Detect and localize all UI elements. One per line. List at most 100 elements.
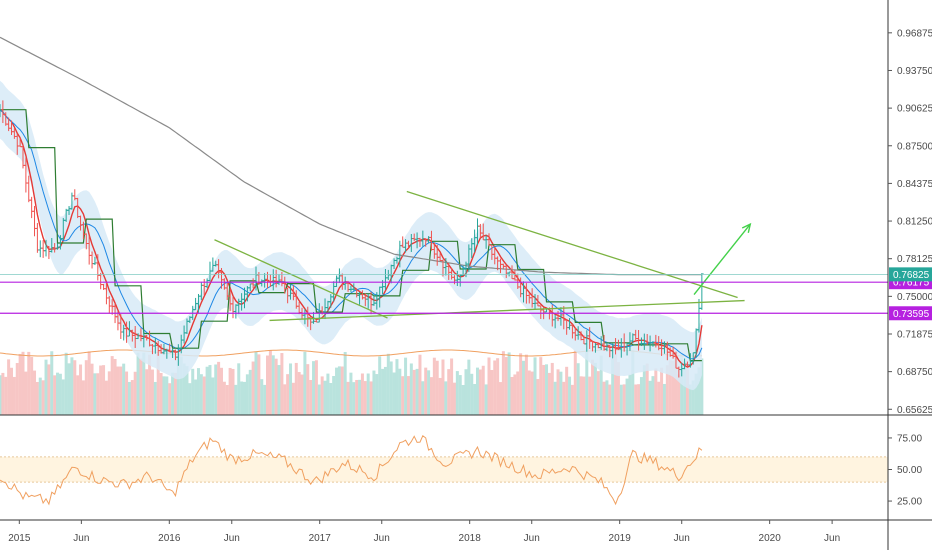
volume-bar — [608, 384, 612, 415]
volume-bar — [217, 361, 221, 415]
volume-bar — [171, 372, 175, 415]
volume-bar — [337, 366, 341, 415]
volume-bar — [579, 376, 583, 415]
volume-bar — [363, 381, 367, 415]
volume-bar — [700, 358, 704, 415]
volume-bar — [642, 365, 646, 415]
volume-bar — [602, 381, 606, 415]
volume-bar — [415, 368, 419, 415]
horizontal-level-tag — [889, 306, 932, 321]
volume-bar — [168, 383, 172, 415]
volume-bar — [271, 355, 275, 415]
price-tags: 0.76175 0.73595 0.76825 — [889, 267, 932, 321]
volume-bar — [614, 354, 618, 415]
volume-bar — [1, 372, 5, 415]
volume-bar — [323, 380, 327, 415]
volume-bar — [568, 376, 572, 415]
volume-bar — [605, 380, 609, 415]
volume-bar — [306, 364, 310, 415]
volume-bar — [231, 368, 235, 415]
volume-bar — [18, 353, 22, 415]
time-tick-label: Jun — [824, 533, 840, 544]
volume-bar — [668, 360, 672, 415]
volume-bar — [683, 361, 687, 415]
price-tick-label: 0.84375 — [897, 179, 932, 190]
trendline — [406, 190, 738, 299]
volume-bar — [464, 369, 468, 415]
volume-bar — [392, 372, 396, 415]
volume-bar — [493, 360, 497, 415]
volume-bar — [61, 379, 65, 415]
volume-bar — [665, 365, 669, 415]
volume-bar — [130, 380, 134, 415]
last-price-tag-label: 0.76825 — [893, 270, 930, 281]
volume-bar — [418, 354, 422, 415]
volume-bar — [383, 366, 387, 415]
volume-bar — [487, 357, 491, 415]
volume-bar — [47, 364, 51, 415]
price-bars — [0, 100, 704, 378]
volume-bar — [268, 350, 272, 415]
volume-bar — [24, 371, 28, 415]
volume-bar — [15, 363, 19, 415]
time-tick-label: 2015 — [8, 533, 31, 544]
rsi-line — [0, 435, 703, 506]
volume-bar — [570, 384, 574, 415]
volume-bar — [173, 372, 177, 415]
projection-arrow-head — [741, 222, 752, 233]
volume-bar — [519, 353, 523, 415]
ma-long-line — [0, 36, 702, 276]
volume-bar — [533, 357, 537, 415]
volume-bar — [404, 357, 408, 415]
volume-bar — [401, 376, 405, 415]
volume-bar — [303, 351, 307, 415]
rsi-band — [0, 456, 888, 483]
volume-bar — [10, 367, 14, 415]
volume-bar — [214, 364, 218, 415]
volume-bar — [674, 351, 678, 415]
price-tick-label: 0.75000 — [897, 292, 932, 303]
volume-bar — [524, 354, 528, 415]
time-tick-label: 2016 — [158, 533, 181, 544]
volume-bar — [289, 363, 293, 415]
volume-bar — [550, 362, 554, 415]
volume-bar — [352, 382, 356, 415]
volume-bar — [260, 379, 264, 415]
volume-bar — [79, 364, 83, 415]
volume-bar — [522, 360, 526, 415]
volume-bar — [677, 374, 681, 415]
volume-bar — [237, 363, 241, 415]
last-price-tag — [889, 267, 932, 282]
volume-bar — [381, 368, 385, 415]
volume-bar — [320, 376, 324, 415]
price-tick-label: 0.71875 — [897, 329, 932, 340]
volume-bar — [76, 375, 80, 415]
volume-bar — [461, 384, 465, 415]
volume-bar — [360, 373, 364, 415]
volume-bar — [35, 381, 39, 415]
volume-bar — [616, 362, 620, 415]
volume-bar — [625, 378, 629, 415]
rsi-panel — [0, 435, 888, 506]
volume-bar — [240, 381, 244, 415]
volume-bar — [7, 359, 11, 415]
volume-bar — [452, 382, 456, 415]
volume-histogram — [0, 349, 704, 415]
volume-bar — [84, 360, 88, 415]
volume-bar — [53, 375, 57, 415]
rsi-tick-label: 75.00 — [897, 433, 922, 444]
time-tick-label: Jun — [374, 533, 390, 544]
drawn-trendlines — [214, 190, 752, 322]
volume-bar — [219, 367, 223, 415]
volume-bar — [116, 366, 120, 415]
volume-bar — [179, 356, 183, 415]
volume-bar — [645, 363, 649, 415]
volume-bar — [194, 379, 198, 415]
volume-bar — [257, 354, 261, 415]
volume-bar — [196, 368, 200, 415]
price-tick-label: 0.90625 — [897, 104, 932, 115]
volume-bar — [150, 369, 154, 415]
volume-bar — [516, 371, 520, 415]
